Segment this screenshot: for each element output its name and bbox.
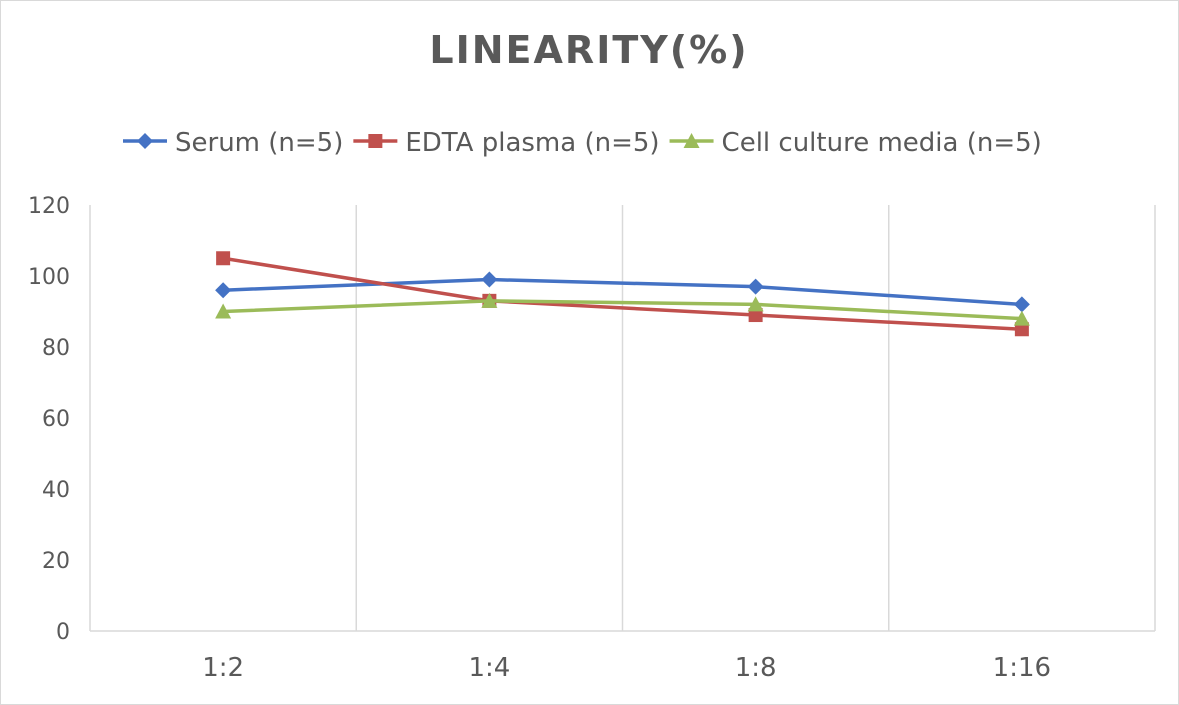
y-axis: 0 20 40 60 80 100 120 [28, 194, 70, 645]
data-point [481, 271, 498, 288]
gridlines [89, 205, 1156, 632]
y-tick-label: 40 [42, 478, 70, 503]
series-2 [215, 292, 1030, 326]
series-0 [215, 271, 1030, 313]
data-point [1013, 296, 1030, 313]
x-axis: 1:2 1:4 1:8 1:16 [202, 653, 1051, 683]
y-tick-label: 0 [56, 620, 70, 645]
legend-label: EDTA plasma (n=5) [405, 128, 659, 158]
x-tick-label: 1:8 [735, 653, 777, 683]
data-point [215, 282, 232, 299]
legend-marker [368, 134, 383, 148]
data-point [747, 296, 764, 312]
data-point [215, 303, 232, 319]
legend-label: Serum (n=5) [175, 128, 343, 158]
legend-item: EDTA plasma (n=5) [353, 128, 660, 158]
data-point [481, 292, 498, 308]
y-tick-label: 20 [42, 549, 70, 574]
legend-marker [137, 133, 153, 149]
legend-item: Serum (n=5) [123, 128, 343, 158]
data-point [1013, 310, 1030, 326]
series-group [215, 251, 1030, 337]
x-tick-label: 1:4 [468, 653, 510, 683]
y-tick-label: 80 [42, 336, 70, 361]
legend-item: Cell culture media (n=5) [669, 128, 1042, 158]
series-line [222, 256, 1022, 331]
series-line [223, 277, 1022, 307]
legend-label: Cell culture media (n=5) [722, 128, 1042, 158]
data-point [747, 278, 764, 295]
x-tick-label: 1:16 [993, 653, 1051, 683]
x-tick-label: 1:2 [202, 653, 244, 683]
chart-title: LINEARITY(%) [429, 28, 748, 72]
y-tick-label: 100 [28, 265, 70, 290]
legend-marker [683, 133, 700, 148]
y-tick-label: 120 [28, 194, 70, 219]
data-point [216, 251, 231, 266]
data-point [1014, 322, 1029, 337]
y-tick-label: 60 [42, 407, 70, 432]
series-line [223, 299, 1022, 321]
data-point [748, 308, 763, 323]
legend: Serum (n=5) EDTA plasma (n=5) Cell culture… [123, 128, 1042, 158]
